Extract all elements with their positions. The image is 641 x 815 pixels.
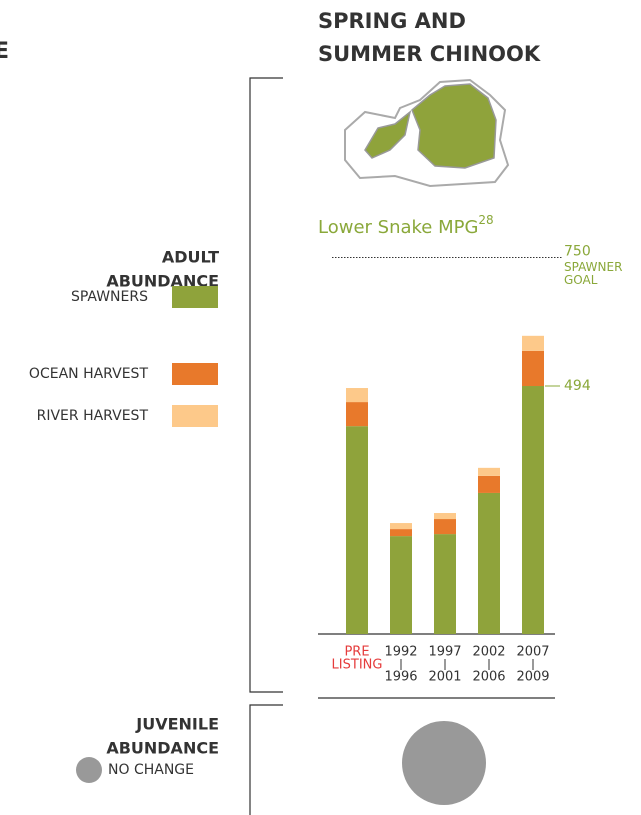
legend-swatch — [172, 405, 218, 427]
chart-title: SUMMER CHINOOK — [318, 42, 541, 66]
map-icon — [344, 78, 510, 188]
juvenile-title: JUVENILE — [135, 715, 219, 734]
legend-circle — [76, 757, 102, 783]
legend-swatch — [172, 363, 218, 385]
legend-title: ABUNDANCE — [106, 272, 219, 291]
bar-segment — [478, 467, 500, 476]
bar-segment — [434, 513, 456, 520]
x-tick-label: 1996 — [384, 670, 417, 685]
bar-segment — [522, 386, 544, 634]
bar-segment — [346, 388, 368, 403]
x-tick-label: 2007 — [516, 645, 549, 660]
juvenile-legend: NO CHANGE — [108, 762, 194, 778]
subtitle-note: 28 — [478, 213, 493, 227]
legend-label: SPAWNERS — [71, 289, 148, 305]
bar-segment — [434, 519, 456, 535]
bar-segment — [390, 536, 412, 634]
value-label: 494 — [564, 378, 591, 394]
legend-swatch — [172, 286, 218, 308]
x-tick-label: 1992 — [384, 645, 417, 660]
bar-segment — [478, 492, 500, 634]
goal-label: GOAL — [564, 273, 598, 287]
x-tick-label: PRE — [344, 645, 369, 660]
legend-title: ADULT — [162, 248, 219, 267]
x-tick-label: 2009 — [516, 670, 549, 685]
bar-segment — [522, 350, 544, 387]
bar-segment — [346, 402, 368, 427]
bar-segment — [346, 426, 368, 634]
juvenile-title: ABUNDANCE — [106, 739, 219, 758]
subtitle-text: Lower Snake MPG — [318, 217, 478, 238]
juvenile-circle — [402, 721, 486, 805]
bar-segment — [522, 335, 544, 351]
bar-segment — [390, 529, 412, 537]
x-tick-label: 1997 — [428, 645, 461, 660]
left-header: E — [0, 39, 9, 64]
subtitle: Lower Snake MPG28 — [318, 213, 494, 239]
legend-label: RIVER HARVEST — [37, 408, 149, 424]
bar-segment — [390, 523, 412, 530]
legend-label: OCEAN HARVEST — [29, 366, 149, 382]
chart-title: SPRING AND — [318, 9, 466, 33]
x-tick-label: 2001 — [428, 670, 461, 685]
x-tick-label: LISTING — [332, 658, 383, 673]
x-tick-label: 2006 — [472, 670, 505, 685]
goal-value: 750 — [564, 244, 591, 260]
bar-segment — [478, 475, 500, 493]
goal-label: SPAWNER — [564, 260, 622, 274]
bar-segment — [434, 534, 456, 634]
x-tick-label: 2002 — [472, 645, 505, 660]
bracket — [249, 77, 283, 815]
